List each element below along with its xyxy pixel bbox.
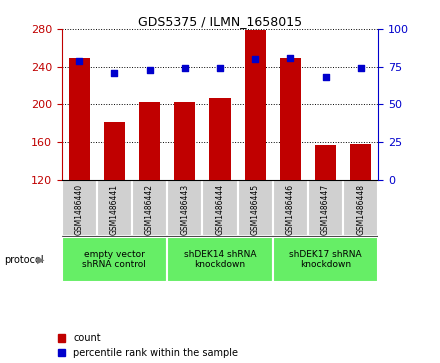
Bar [350,144,371,180]
Text: protocol: protocol [4,254,44,265]
Text: GSM1486444: GSM1486444 [216,184,224,235]
Text: GSM1486447: GSM1486447 [321,184,330,235]
Text: GSM1486442: GSM1486442 [145,184,154,235]
Bar [273,237,378,282]
Bar [132,180,167,236]
Title: GDS5375 / ILMN_1658015: GDS5375 / ILMN_1658015 [138,15,302,28]
Bar [280,58,301,180]
Text: GSM1486445: GSM1486445 [251,184,260,235]
Bar [245,30,266,180]
Bar [202,180,238,236]
Bar [167,180,202,236]
Legend: count, percentile rank within the sample: count, percentile rank within the sample [58,333,238,358]
Point [111,70,118,76]
Bar [308,180,343,236]
Text: shDEK14 shRNA
knockdown: shDEK14 shRNA knockdown [184,250,256,269]
Bar [343,180,378,236]
Bar [209,98,231,180]
Bar [315,145,336,180]
Text: GSM1486446: GSM1486446 [286,184,295,235]
Bar [62,237,167,282]
Text: ▶: ▶ [37,254,45,265]
Bar [62,180,97,236]
Point [287,55,294,61]
Bar [174,102,195,180]
Point [76,58,83,64]
Text: GSM1486448: GSM1486448 [356,184,365,235]
Point [181,65,188,71]
Bar [139,102,160,180]
Bar [104,122,125,180]
Bar [167,237,273,282]
Text: GSM1486440: GSM1486440 [75,184,84,235]
Bar [238,180,273,236]
Text: shDEK17 shRNA
knockdown: shDEK17 shRNA knockdown [289,250,362,269]
Bar [273,180,308,236]
Point [322,74,329,80]
Point [146,67,153,73]
Bar [97,180,132,236]
Text: empty vector
shRNA control: empty vector shRNA control [82,250,147,269]
Text: GSM1486441: GSM1486441 [110,184,119,235]
Point [252,56,259,62]
Point [357,65,364,71]
Text: GSM1486443: GSM1486443 [180,184,189,235]
Bar [69,58,90,180]
Point [216,65,224,71]
